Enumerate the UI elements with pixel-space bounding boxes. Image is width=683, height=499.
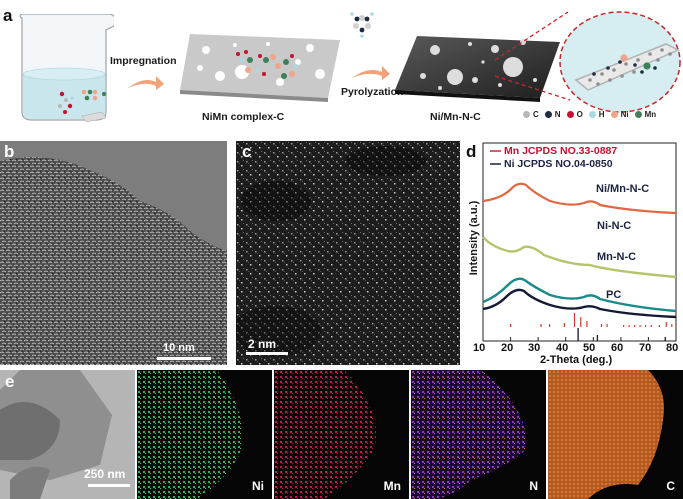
carbon-atom-icon	[523, 111, 530, 118]
legend-mn: Mn	[644, 110, 657, 119]
x-tick: 40	[556, 342, 569, 354]
legend-n: N	[554, 110, 561, 119]
panel-b-scalebar	[157, 357, 211, 360]
legend-mn-reference: Mn JCPDS NO.33-0887	[504, 145, 618, 157]
x-axis-label: 2-Theta (deg.)	[540, 354, 613, 366]
x-tick: 60	[611, 342, 624, 354]
pyrolyzation-arrow-icon	[352, 66, 390, 80]
nitrogen-atom-icon	[544, 111, 552, 118]
panel-b-scale-label: 10 nm	[163, 342, 195, 354]
beaker-illustration	[19, 14, 114, 122]
hydrogen-atom-icon	[588, 111, 596, 118]
pyrolyzation-label: Pyrolyzation	[341, 86, 404, 98]
series-label-mn-n-c: Mn-N-C	[597, 251, 637, 263]
nimn-complex-label: NiMn complex-C	[202, 111, 285, 123]
legend-o: O	[576, 110, 583, 119]
hrtem-image: b 10 nm	[0, 141, 227, 365]
panel-a-letter: a	[3, 6, 13, 25]
x-tick: 50	[583, 342, 596, 354]
panel-c-letter: c	[242, 142, 252, 161]
nimn-complex-sheet	[180, 34, 340, 102]
panel-c-scale-label: 2 nm	[248, 337, 277, 351]
precursor-molecule-icon	[350, 12, 374, 38]
series-label-pc: PC	[606, 289, 622, 301]
manganese-atom-icon	[634, 111, 642, 118]
atom-legend: C N O H Ni Mn	[523, 110, 656, 119]
tem-image: e 250 nm	[0, 370, 135, 499]
series-label-ni-n-c: Ni-N-C	[597, 220, 632, 232]
eds-map-mn: Mn	[274, 370, 409, 499]
x-tick: 80	[666, 342, 679, 354]
eds-map-ni: Ni	[137, 370, 272, 499]
eds-label-ni: Ni	[252, 479, 264, 493]
ni-mn-n-c-label: Ni/Mn-N-C	[430, 111, 481, 123]
y-axis-label: Intensity (a.u.)	[468, 200, 480, 276]
eds-label-c: C	[666, 479, 675, 493]
nickel-atom-icon	[610, 111, 618, 118]
legend-c: C	[533, 110, 539, 119]
legend-ni: Ni	[620, 110, 629, 119]
panel-c-scalebar	[246, 352, 288, 355]
xrd-chart	[482, 142, 677, 342]
haadf-stem-image: c 2 nm	[236, 141, 460, 365]
eds-map-n: N	[411, 370, 546, 499]
eds-label-n: N	[529, 479, 538, 493]
legend-ni-reference: Ni JCPDS NO.04-0850	[504, 158, 613, 170]
oxygen-atom-icon	[566, 111, 574, 118]
x-tick: 70	[639, 342, 652, 354]
impregnation-label: Impregnation	[110, 55, 177, 67]
panel-e-letter: e	[5, 372, 15, 391]
atomic-structure-inset	[494, 11, 681, 113]
x-tick: 10	[473, 342, 486, 354]
x-axis-ticks: 10 20 30 40 50 60 70 80	[473, 342, 683, 354]
series-label-ni-mn-n-c: Ni/Mn-N-C	[596, 183, 650, 195]
panel-e-scale-label: 250 nm	[84, 467, 126, 481]
eds-map-c: C	[548, 370, 683, 499]
x-tick: 30	[528, 342, 541, 354]
panel-e-scalebar	[88, 484, 130, 487]
ni-mn-n-c-sheet	[395, 36, 560, 102]
panel-b-letter: b	[4, 142, 15, 161]
panel-d-letter: d	[466, 142, 477, 161]
x-tick: 20	[501, 342, 514, 354]
legend-h: H	[598, 110, 605, 119]
eds-label-mn: Mn	[383, 479, 401, 493]
impregnation-arrow-icon	[128, 76, 164, 90]
